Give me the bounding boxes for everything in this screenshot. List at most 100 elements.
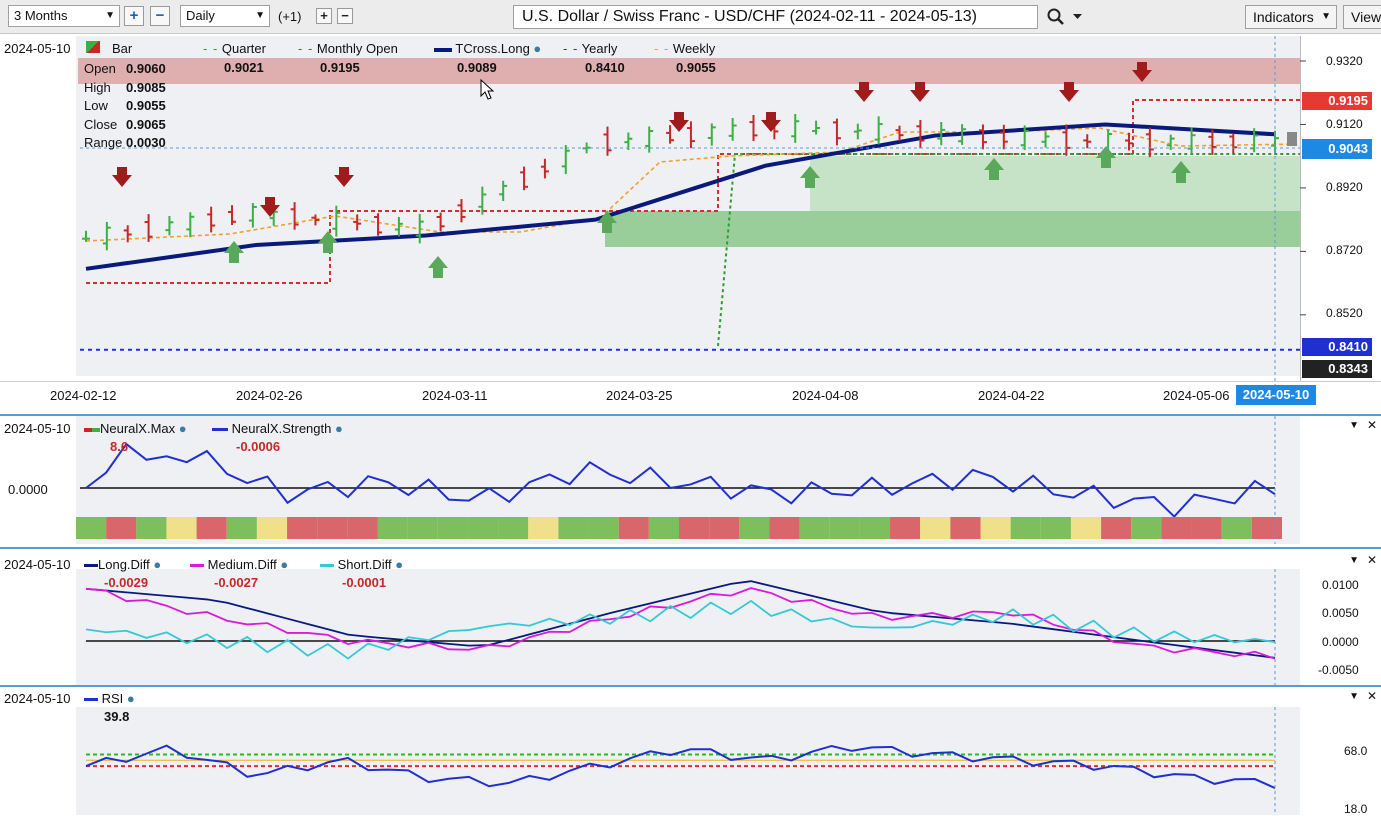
diff-tick: 0.0100 <box>1322 578 1359 592</box>
mouse-cursor-icon <box>480 79 494 100</box>
high-label: High <box>84 79 111 95</box>
collapse-icon[interactable]: ▼ <box>1349 420 1359 431</box>
quarter-value: 0.9021 <box>224 60 264 75</box>
short-diff-value: -0.0001 <box>342 575 387 590</box>
ohlc-panel: Open 0.9060 High 0.9085 Low 0.9055 Close 0.9… <box>84 60 166 153</box>
signal-block <box>558 517 589 539</box>
support-zone <box>605 211 1300 247</box>
view-button[interactable]: View <box>1343 5 1381 29</box>
signal-block <box>1070 517 1102 539</box>
signal-block <box>588 517 619 539</box>
long-diff-line <box>85 580 1276 659</box>
dot-icon: ● <box>331 421 343 436</box>
search-button[interactable] <box>1046 7 1086 27</box>
signal-block <box>317 517 348 539</box>
line-icon <box>212 428 228 432</box>
sell-arrow <box>669 112 689 132</box>
quarter-line <box>717 153 1300 347</box>
sell-arrow <box>112 167 132 187</box>
signal-block <box>528 517 559 539</box>
dot-icon: ● <box>123 691 135 706</box>
range-select[interactable]: 3 Months ▼ <box>8 5 120 27</box>
signal-block <box>1251 517 1282 539</box>
signal-block <box>679 517 710 539</box>
date-tick: 2024-02-12 <box>50 388 117 403</box>
signal-block <box>980 517 1011 539</box>
signal-block <box>1131 517 1162 539</box>
dot-icon: ● <box>175 421 187 436</box>
collapse-icon[interactable]: ▼ <box>1349 555 1359 566</box>
plot-area <box>76 707 1300 815</box>
collapse-icon[interactable]: ▼ <box>1349 691 1359 702</box>
tcross-value: 0.9089 <box>457 60 497 75</box>
close-icon[interactable]: ✕ <box>1366 418 1377 432</box>
diff-chart <box>76 569 1300 685</box>
signal-block <box>890 517 921 539</box>
date-axis-line <box>0 381 1381 382</box>
diff-tick: 0.0000 <box>1322 635 1359 649</box>
dash-icon: - - <box>563 41 579 56</box>
diff-tick: -0.0050 <box>1318 663 1359 677</box>
diff-tick: 0.0050 <box>1322 606 1359 620</box>
long-diff-value: -0.0029 <box>104 575 149 590</box>
date-tick: 2024-05-06 <box>1163 388 1230 403</box>
support-zone-upper <box>810 156 1300 211</box>
monthly-price-tag: 0.9195 <box>1302 92 1372 110</box>
date-tick: 2024-04-22 <box>978 388 1045 403</box>
line-icon <box>84 698 98 702</box>
close-icon[interactable]: ✕ <box>1366 689 1377 703</box>
indicators-button[interactable]: Indicators ▼ <box>1245 5 1337 29</box>
legend-yearly: Yearly <box>581 41 618 56</box>
legend-monthly: Monthly Open <box>316 41 398 56</box>
date-tick: 2024-02-26 <box>236 388 303 403</box>
price-tick: 0.9320 <box>1326 54 1363 68</box>
open-label: Open <box>84 61 116 76</box>
dot-icon: ● <box>391 557 404 572</box>
diff-pane[interactable]: 2024-05-10 Long.Diff ● Medium.Diff ● Sho… <box>0 547 1381 685</box>
neural-strength-label: NeuralX.Strength <box>231 421 332 436</box>
signal-block <box>407 517 438 539</box>
rsi-value: 39.8 <box>104 709 130 724</box>
line-icon <box>190 564 204 568</box>
zoom-out-button[interactable]: − <box>150 6 170 26</box>
chevron-down-icon: ▼ <box>105 10 115 21</box>
buy-arrow <box>318 231 338 253</box>
buy-arrow <box>1096 146 1116 168</box>
price-tick: 0.9120 <box>1326 117 1363 131</box>
neural-pane[interactable]: 2024-05-10 NeuralX.Max ● NeuralX.Strengt… <box>0 414 1381 545</box>
signal-block <box>1010 517 1041 539</box>
signal-block <box>1191 517 1222 539</box>
medium-diff-label: Medium.Diff <box>207 557 277 572</box>
rsi-pane[interactable]: 2024-05-10 RSI ● 39.8 68.0 18.0 ▼ ✕ <box>0 685 1381 816</box>
rsi-tick: 68.0 <box>1344 744 1368 758</box>
toolbar: 3 Months ▼ + − Daily ▼ (+1) + − U.S. Dol… <box>0 0 1381 34</box>
close-icon[interactable]: ✕ <box>1366 553 1377 567</box>
signal-block <box>256 517 288 539</box>
rsi-line <box>85 744 1276 789</box>
legend-quarter: Quarter <box>221 41 266 56</box>
signal-block <box>226 517 257 539</box>
weekly-value: 0.9055 <box>676 60 716 75</box>
dash-icon: - - <box>654 41 670 56</box>
yearly-value: 0.8410 <box>585 60 625 75</box>
interval-value: Daily <box>186 8 215 23</box>
offset-plus-button[interactable]: + <box>316 8 332 24</box>
signal-block <box>739 517 770 539</box>
search-icon <box>1047 8 1082 25</box>
signal-block <box>920 517 951 539</box>
plot-area <box>76 569 1300 685</box>
interval-select[interactable]: Daily ▼ <box>180 5 270 27</box>
symbol-title-field[interactable]: U.S. Dollar / Swiss Franc - USD/CHF (202… <box>513 5 1038 29</box>
zoom-in-button[interactable]: + <box>124 6 144 26</box>
resistance-zone <box>78 58 1300 84</box>
offset-minus-button[interactable]: − <box>337 8 353 24</box>
chevron-down-icon: ▼ <box>1321 11 1331 22</box>
yearly-price-tag: 0.8410 <box>1302 338 1372 356</box>
rsi-date: 2024-05-10 <box>4 691 71 706</box>
signal-block <box>648 517 679 539</box>
low-value: 0.9055 <box>126 98 166 113</box>
legend-tcross: TCross.Long <box>455 41 530 56</box>
price-pane[interactable]: 2024-05-10 Bar - - Quarter - - Monthly O… <box>0 36 1381 412</box>
price-chart <box>0 36 1381 386</box>
signal-block <box>287 517 318 539</box>
